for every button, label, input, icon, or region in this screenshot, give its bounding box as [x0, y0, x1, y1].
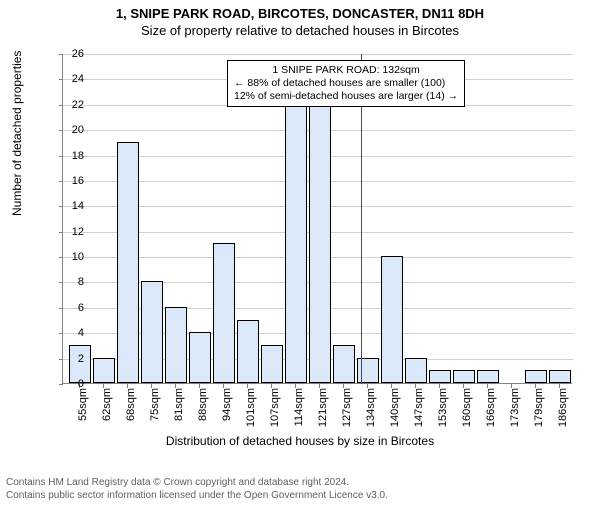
bar: [189, 332, 211, 383]
ytick-label: 6: [54, 302, 84, 314]
bar: [285, 104, 307, 383]
xtick-label: 55sqm: [77, 388, 89, 421]
ytick-label: 4: [54, 327, 84, 339]
title-subtitle: Size of property relative to detached ho…: [0, 23, 600, 38]
callout-box: 1 SNIPE PARK ROAD: 132sqm ← 88% of detac…: [227, 60, 465, 107]
footer-line-1: Contains HM Land Registry data © Crown c…: [6, 477, 388, 490]
xtick-label: 186sqm: [557, 388, 569, 427]
bar: [117, 142, 139, 383]
xtick-label: 121sqm: [317, 388, 329, 427]
xtick-label: 114sqm: [293, 388, 305, 426]
title-address: 1, SNIPE PARK ROAD, BIRCOTES, DONCASTER,…: [0, 6, 600, 21]
callout-line-1: 1 SNIPE PARK ROAD: 132sqm: [234, 64, 458, 77]
xtick-label: 107sqm: [269, 388, 281, 427]
bar: [405, 358, 427, 383]
xtick-label: 81sqm: [173, 388, 185, 421]
bar: [381, 256, 403, 383]
x-axis-label: Distribution of detached houses by size …: [0, 434, 600, 448]
grid-line: [63, 54, 573, 55]
ytick-label: 0: [54, 378, 84, 390]
bar: [333, 345, 355, 383]
bar: [237, 320, 259, 383]
xtick-label: 173sqm: [509, 388, 521, 427]
footer-line-2: Contains public sector information licen…: [6, 490, 388, 503]
ytick-label: 14: [54, 200, 84, 212]
ytick-label: 2: [54, 353, 84, 365]
xtick-label: 140sqm: [389, 388, 401, 427]
xtick-label: 88sqm: [197, 388, 209, 421]
xtick-label: 94sqm: [221, 388, 233, 421]
bar: [261, 345, 283, 383]
bar: [165, 307, 187, 383]
xtick-label: 147sqm: [413, 388, 425, 427]
bar: [309, 104, 331, 383]
xtick-label: 127sqm: [341, 388, 353, 427]
bar: [453, 370, 475, 383]
bar: [477, 370, 499, 383]
bar: [93, 358, 115, 383]
xtick-label: 153sqm: [437, 388, 449, 427]
xtick-label: 75sqm: [149, 388, 161, 421]
ytick-label: 16: [54, 175, 84, 187]
callout-line-2: ← 88% of detached houses are smaller (10…: [234, 77, 458, 90]
bar: [549, 370, 571, 383]
bar: [429, 370, 451, 383]
bar: [525, 370, 547, 383]
ytick-label: 20: [54, 124, 84, 136]
xtick-label: 62sqm: [101, 388, 113, 421]
ytick-label: 24: [54, 73, 84, 85]
bar: [213, 243, 235, 383]
ytick-label: 10: [54, 251, 84, 263]
ytick-label: 22: [54, 99, 84, 111]
ytick-label: 18: [54, 150, 84, 162]
chart-area: 1 SNIPE PARK ROAD: 132sqm ← 88% of detac…: [62, 54, 572, 414]
footer-attribution: Contains HM Land Registry data © Crown c…: [6, 477, 388, 502]
callout-line-3: 12% of semi-detached houses are larger (…: [234, 90, 458, 103]
ytick-label: 8: [54, 276, 84, 288]
ytick-label: 26: [54, 48, 84, 60]
ytick-label: 12: [54, 226, 84, 238]
bar: [141, 281, 163, 383]
xtick-label: 160sqm: [461, 388, 473, 427]
xtick-label: 68sqm: [125, 388, 137, 421]
y-axis-label: Number of detached properties: [10, 51, 24, 216]
xtick-label: 134sqm: [365, 388, 377, 427]
xtick-label: 179sqm: [533, 388, 545, 427]
xtick-label: 166sqm: [485, 388, 497, 427]
xtick-label: 101sqm: [245, 388, 257, 427]
